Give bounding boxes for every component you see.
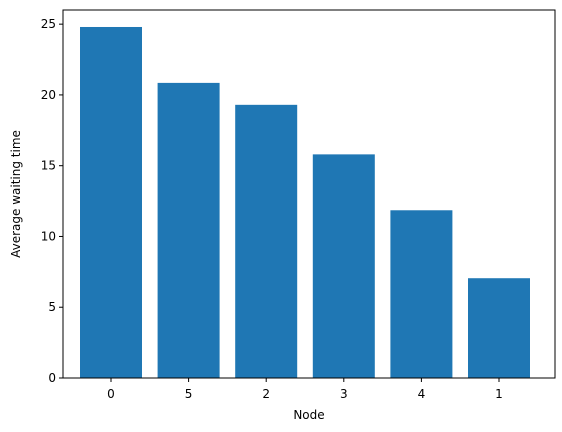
bar-node-3 (312, 154, 375, 378)
y-tick-label: 10 (41, 229, 56, 243)
y-tick-label: 15 (41, 159, 56, 173)
bar-node-0 (80, 26, 142, 378)
bar-node-1 (468, 278, 530, 378)
x-tick-label: 5 (185, 387, 193, 401)
x-tick-label: 0 (107, 387, 115, 401)
x-tick-label: 1 (495, 387, 503, 401)
x-tick-label: 2 (262, 387, 270, 401)
y-tick-label: 20 (41, 88, 56, 102)
bar-node-5 (157, 82, 220, 379)
x-axis-label: Node (293, 408, 324, 422)
y-tick-label: 0 (48, 371, 56, 385)
plot-frame (62, 9, 556, 379)
x-axis-ticks: 0 5 2 3 4 1 (107, 378, 503, 401)
y-tick-label: 25 (41, 17, 56, 31)
x-tick-label: 3 (340, 387, 348, 401)
bars-group (80, 26, 530, 379)
bar-node-4 (390, 210, 453, 378)
y-tick-label: 5 (48, 300, 56, 314)
y-axis-ticks: 0 5 10 15 20 25 (41, 17, 63, 385)
y-axis-label: Average waiting time (9, 130, 23, 258)
bar-node-2 (235, 104, 298, 378)
x-tick-label: 4 (418, 387, 426, 401)
